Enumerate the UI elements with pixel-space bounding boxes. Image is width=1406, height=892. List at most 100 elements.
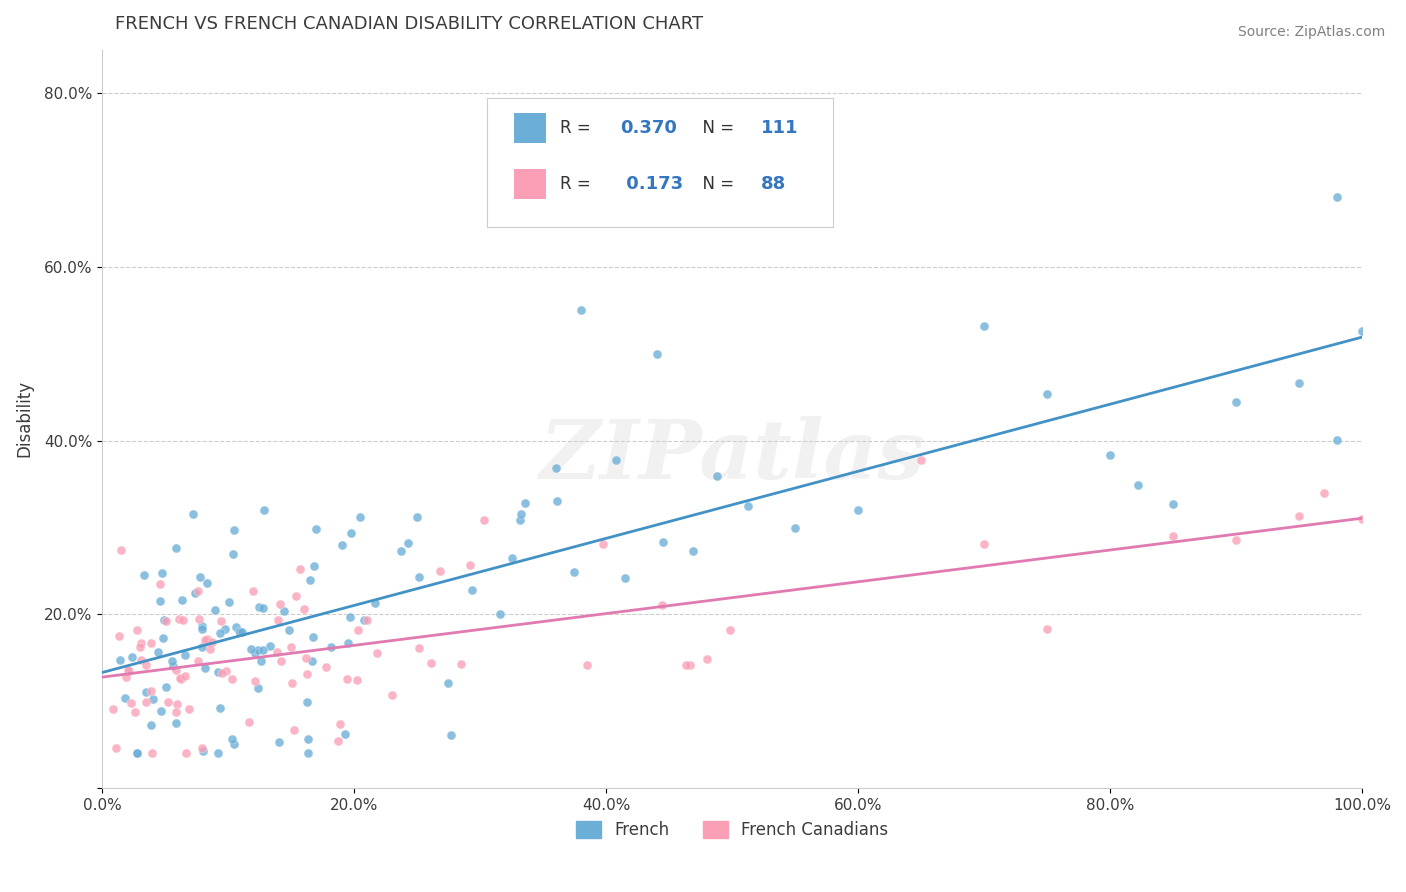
Point (121, 650, 143, 665)
Point (564, 565, 586, 579)
Point (1326, 190, 1348, 204)
Point (238, 714, 260, 729)
Text: N =: N = (692, 120, 740, 137)
Point (127, 746, 149, 760)
Point (301, 654, 323, 668)
Point (149, 576, 172, 591)
Point (183, 507, 205, 521)
Point (489, 607, 512, 621)
Point (120, 696, 142, 710)
Point (252, 642, 274, 657)
Point (682, 544, 704, 558)
Point (194, 660, 217, 674)
Point (569, 303, 592, 318)
Point (381, 688, 404, 702)
Point (366, 646, 388, 660)
Point (242, 584, 264, 599)
Point (270, 654, 292, 668)
Point (172, 593, 194, 607)
Point (160, 654, 183, 668)
Point (973, 537, 995, 551)
Point (231, 625, 253, 640)
Point (302, 559, 325, 574)
Point (207, 746, 229, 760)
Point (152, 566, 174, 580)
Point (266, 645, 288, 659)
Point (188, 612, 211, 626)
Point (336, 672, 359, 686)
Point (207, 665, 229, 680)
Point (215, 664, 238, 678)
Point (204, 602, 226, 616)
Point (247, 681, 270, 695)
Point (295, 695, 318, 709)
Point (458, 558, 481, 573)
Point (396, 536, 419, 550)
Point (165, 663, 187, 677)
Point (297, 731, 319, 746)
Point (285, 589, 308, 603)
Point (1036, 387, 1059, 401)
Point (209, 615, 232, 629)
Point (706, 468, 728, 483)
Point (546, 494, 568, 508)
Point (166, 697, 188, 711)
Point (277, 624, 299, 638)
Point (1161, 529, 1184, 543)
Point (110, 543, 132, 558)
Point (114, 691, 136, 706)
Text: FRENCH VS FRENCH CANADIAN DISABILITY CORRELATION CHART: FRENCH VS FRENCH CANADIAN DISABILITY COR… (115, 15, 703, 33)
FancyBboxPatch shape (486, 98, 832, 227)
Point (200, 641, 222, 656)
Point (135, 685, 157, 699)
Y-axis label: Disability: Disability (15, 380, 32, 458)
Point (239, 642, 262, 657)
Point (129, 652, 152, 666)
Point (187, 654, 209, 668)
Point (246, 642, 269, 657)
Point (614, 571, 637, 585)
Point (501, 550, 523, 565)
Point (429, 564, 451, 578)
Point (785, 520, 807, 534)
Point (718, 624, 741, 638)
Point (283, 723, 305, 737)
Point (302, 630, 325, 644)
Point (191, 640, 214, 655)
Point (174, 669, 197, 683)
Point (225, 620, 247, 634)
Point (651, 598, 673, 612)
Point (184, 586, 207, 600)
Point (165, 541, 187, 555)
Point (253, 503, 276, 517)
Point (353, 613, 375, 627)
Text: Source: ZipAtlas.com: Source: ZipAtlas.com (1237, 25, 1385, 39)
Text: N =: N = (692, 175, 740, 194)
Point (737, 499, 759, 513)
Point (173, 648, 195, 663)
Point (330, 538, 353, 552)
Point (592, 537, 614, 551)
Point (295, 666, 318, 681)
Point (1126, 478, 1149, 492)
Point (155, 615, 177, 629)
Point (356, 613, 378, 627)
Point (474, 513, 496, 527)
Point (201, 635, 224, 649)
Point (509, 507, 531, 521)
Point (172, 613, 194, 627)
Legend: French, French Canadians: French, French Canadians (569, 814, 896, 846)
Point (124, 705, 146, 719)
Point (165, 705, 187, 719)
Point (450, 657, 472, 671)
Point (169, 671, 191, 685)
Point (194, 633, 217, 648)
Point (347, 623, 370, 637)
Point (1351, 324, 1374, 338)
Point (440, 728, 463, 742)
Point (1161, 497, 1184, 511)
Point (910, 453, 932, 467)
Point (290, 562, 312, 576)
Point (333, 726, 356, 740)
Point (114, 670, 136, 684)
